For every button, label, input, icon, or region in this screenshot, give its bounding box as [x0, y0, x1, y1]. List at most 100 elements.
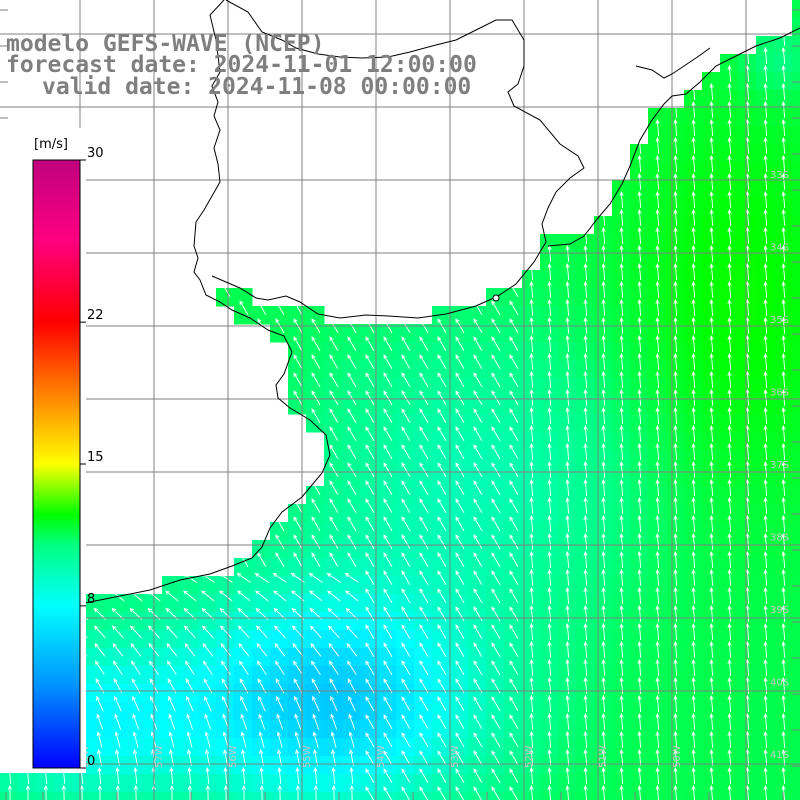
wind-arrow: [601, 748, 606, 767]
wind-arrow: [691, 262, 696, 281]
wind-speed-cell: [774, 684, 793, 703]
wind-arrow: [547, 748, 552, 767]
wind-arrow: [655, 568, 660, 587]
wind-speed-cell: [522, 486, 541, 505]
wind-speed-cell: [666, 594, 685, 613]
wind-speed-cell: [612, 288, 631, 307]
wind-speed-cell: [756, 468, 775, 487]
wind-speed-cell: [450, 414, 469, 433]
wind-arrow: [347, 426, 357, 442]
wind-arrow: [383, 552, 393, 568]
wind-speed-cell: [648, 108, 667, 127]
wind-speed-cell: [684, 288, 703, 307]
wind-speed-cell: [414, 378, 433, 397]
wind-speed-cell: [18, 792, 37, 800]
wind-speed-cell: [540, 468, 559, 487]
wind-speed-cell: [126, 774, 145, 793]
wind-speed-cell: [234, 612, 253, 631]
wind-arrow: [491, 354, 501, 370]
wind-arrow: [491, 426, 501, 442]
wind-arrow: [691, 640, 696, 659]
wind-arrow: [601, 298, 606, 317]
wind-speed-cell: [198, 576, 217, 595]
wind-arrow: [691, 532, 696, 551]
wind-arrow: [727, 262, 732, 281]
wind-arrow: [509, 408, 519, 424]
wind-speed-cell: [72, 702, 91, 721]
wind-arrow: [637, 658, 642, 677]
wind-arrow: [691, 658, 696, 677]
wind-speed-cell: [216, 630, 235, 649]
wind-speed-cell: [504, 288, 523, 307]
wind-speed-cell: [162, 720, 181, 739]
wind-speed-cell: [702, 198, 721, 217]
wind-arrow: [114, 731, 121, 748]
wind-speed-cell: [756, 270, 775, 289]
wind-arrow: [781, 640, 786, 659]
wind-arrow: [419, 390, 429, 406]
wind-speed-cell: [576, 342, 595, 361]
wind-arrow: [727, 208, 732, 227]
wind-arrow: [583, 604, 588, 623]
wind-speed-cell: [72, 612, 91, 631]
wind-arrow: [655, 136, 660, 155]
wind-arrow: [709, 694, 714, 713]
wind-speed-cell: [594, 234, 613, 253]
wind-speed-cell: [252, 792, 271, 800]
wind-arrow: [275, 534, 285, 550]
wind-arrow: [241, 766, 246, 785]
wind-speed-cell: [342, 648, 361, 667]
wind-arrow: [601, 280, 606, 299]
wind-speed-cell: [378, 612, 397, 631]
wind-speed-cell: [486, 306, 505, 325]
wind-speed-cell: [594, 468, 613, 487]
wind-arrow: [437, 750, 447, 766]
wind-arrow: [383, 444, 393, 460]
wind-arrow: [637, 550, 642, 569]
wind-speed-cell: [612, 396, 631, 415]
wind-arrow: [165, 625, 178, 639]
wind-arrow: [727, 298, 732, 317]
wind-speed-cell: [738, 594, 757, 613]
wind-arrow: [186, 695, 194, 712]
wind-speed-cell: [684, 378, 703, 397]
wind-arrow: [529, 586, 534, 605]
wind-speed-cell: [378, 342, 397, 361]
wind-arrow: [166, 642, 178, 657]
wind-speed-cell: [504, 432, 523, 451]
wind-speed-cell: [738, 180, 757, 199]
wind-speed-cell: [648, 486, 667, 505]
wind-speed-cell: [738, 198, 757, 217]
wind-arrow: [691, 568, 696, 587]
wind-speed-cell: [702, 414, 721, 433]
wind-arrow: [673, 604, 678, 623]
wind-speed-cell: [252, 576, 271, 595]
wind-speed-cell: [720, 216, 739, 235]
wind-speed-cell: [630, 504, 649, 523]
wind-speed-cell: [54, 666, 73, 685]
wind-arrow: [781, 244, 786, 263]
wind-arrow: [583, 388, 588, 407]
wind-speed-cell: [468, 666, 487, 685]
wind-arrow: [583, 424, 588, 443]
wind-arrow: [619, 568, 624, 587]
wind-speed-cell: [630, 666, 649, 685]
wind-arrow: [473, 300, 483, 316]
wind-speed-cell: [450, 396, 469, 415]
wind-speed-cell: [702, 468, 721, 487]
wind-arrow: [691, 190, 696, 209]
wind-arrow: [727, 568, 732, 587]
wind-arrow: [529, 280, 534, 299]
wind-arrow: [709, 604, 714, 623]
wind-speed-cell: [540, 630, 559, 649]
wind-arrow: [491, 462, 501, 478]
wind-speed-cell: [666, 234, 685, 253]
wind-speed-cell: [702, 738, 721, 757]
wind-speed-cell: [594, 792, 613, 800]
wind-speed-cell: [720, 108, 739, 127]
wind-arrow: [236, 572, 251, 583]
wind-arrow: [547, 334, 552, 353]
wind-speed-cell: [612, 756, 631, 775]
wind-arrow: [168, 731, 175, 748]
wind-arrow: [727, 406, 732, 425]
